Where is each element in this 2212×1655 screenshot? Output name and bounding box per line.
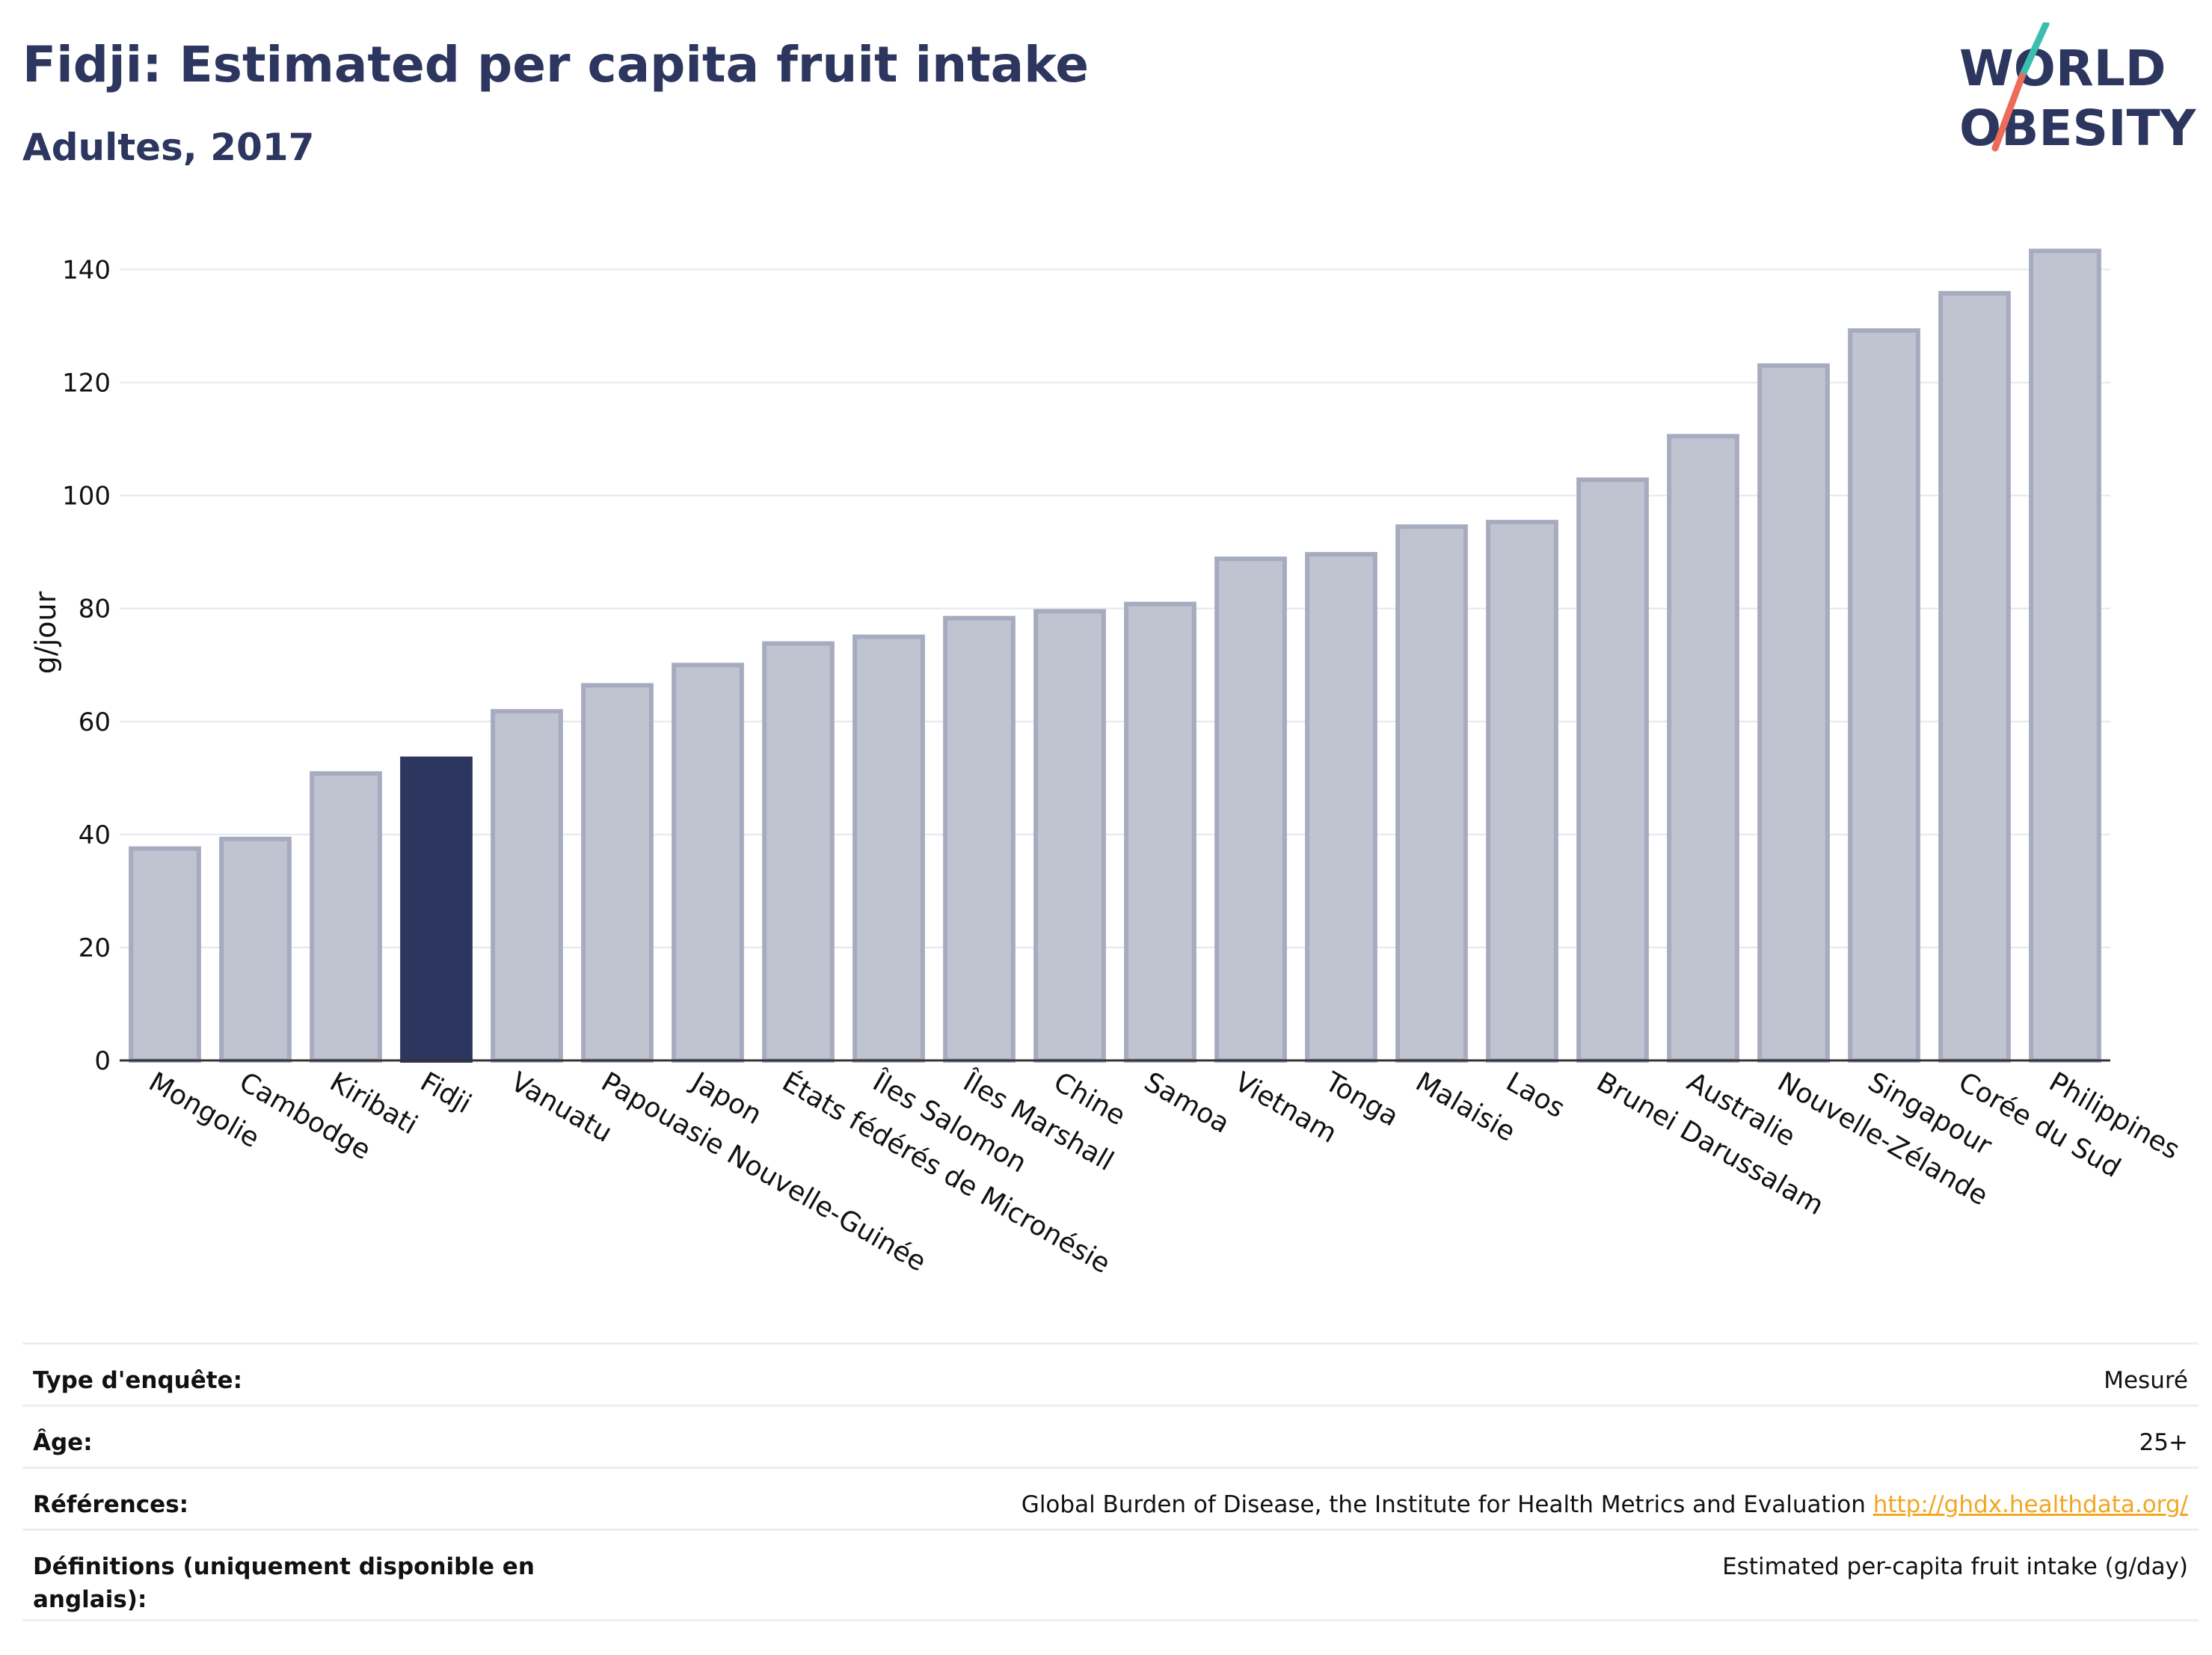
reference-link[interactable]: http://ghdx.healthdata.org/ [1872,1491,2188,1518]
bar-vanuatu[interactable] [491,709,563,1063]
x-tick-label: Samoa [1139,1066,1235,1140]
meta-row-definitions: Définitions (uniquement disponible en an… [22,1529,2199,1621]
bar--les-salomon[interactable] [852,634,925,1063]
bar-mongolie[interactable] [129,846,201,1063]
bar--tats-f-d-r-s-de-micron-sie[interactable] [762,641,835,1063]
meta-key: Définitions (uniquement disponible en an… [33,1553,535,1613]
bar-nouvelle-z-lande[interactable] [1757,363,1830,1063]
logo-slash-teal [2018,22,2050,80]
bar-australie[interactable] [1667,434,1739,1063]
x-tick-label: Îles Marshall [957,1066,1119,1177]
x-tick-label: Vanuatu [506,1066,617,1149]
bar-philippines[interactable] [2029,248,2101,1063]
meta-value: Global Burden of Disease, the Institute … [1021,1488,2188,1521]
bar-brunei-darussalam[interactable] [1576,477,1649,1063]
bar-papouasie-nouvelle-guin-e[interactable] [581,683,654,1063]
meta-value: 25+ [2139,1429,2188,1456]
y-tick-label: 0 [94,1046,111,1076]
meta-row-age: Âge: 25+ [22,1404,2199,1467]
x-tick-label: Malaisie [1410,1066,1520,1148]
reference-text: Global Burden of Disease, the Institute … [1021,1491,1866,1518]
bar-japon[interactable] [672,663,744,1063]
metadata-table: Type d'enquête: Mesuré Âge: 25+ Référenc… [22,1342,2199,1621]
bar-chine[interactable] [1033,609,1106,1063]
meta-key: Âge: [33,1429,93,1456]
y-tick-label: 100 [62,482,111,512]
meta-value: Mesuré [2104,1367,2188,1394]
meta-key: Type d'enquête: [33,1367,242,1394]
meta-row-references: Références: Global Burden of Disease, th… [22,1467,2199,1529]
bar-kiribati[interactable] [310,771,382,1063]
y-tick-label: 60 [79,707,111,737]
x-tick-label: Vietnam [1229,1066,1342,1149]
y-tick-label: 80 [79,595,111,624]
chart-subtitle: Adultes, 2017 [22,126,315,169]
y-tick-label: 40 [79,820,111,850]
bar-samoa[interactable] [1124,601,1196,1063]
y-tick-label: 20 [79,933,111,963]
bar-cor-e-du-sud[interactable] [1938,291,2011,1063]
bar-fidji[interactable] [400,756,473,1063]
logo-slash-coral [1991,73,2026,152]
bar-malaisie[interactable] [1395,524,1468,1063]
bar-chart: 020406080100120140MongolieCambodgeKiriba… [29,248,2184,1280]
chart-title: Fidji: Estimated per capita fruit intake [22,36,1090,93]
bars [129,248,2101,1063]
meta-key: Références: [33,1491,189,1518]
bar-vietnam[interactable] [1214,556,1287,1063]
meta-row-survey-type: Type d'enquête: Mesuré [22,1342,2199,1404]
world-obesity-logo: WORLD OBESITY [1959,22,2197,157]
bar-tonga[interactable] [1305,552,1377,1063]
y-tick-label: 140 [62,255,111,285]
bar-cambodge[interactable] [219,836,292,1063]
meta-value: Estimated per-capita fruit intake (g/day… [1722,1553,2188,1580]
x-tick-label: Fidji [415,1066,476,1120]
y-axis-label: g/jour [29,591,62,674]
logo-text-world: WORLD [1959,40,2166,97]
bar-laos[interactable] [1486,520,1558,1063]
bar-singapour[interactable] [1848,328,1920,1063]
y-tick-label: 120 [62,369,111,399]
bar--les-marshall[interactable] [943,615,1016,1063]
